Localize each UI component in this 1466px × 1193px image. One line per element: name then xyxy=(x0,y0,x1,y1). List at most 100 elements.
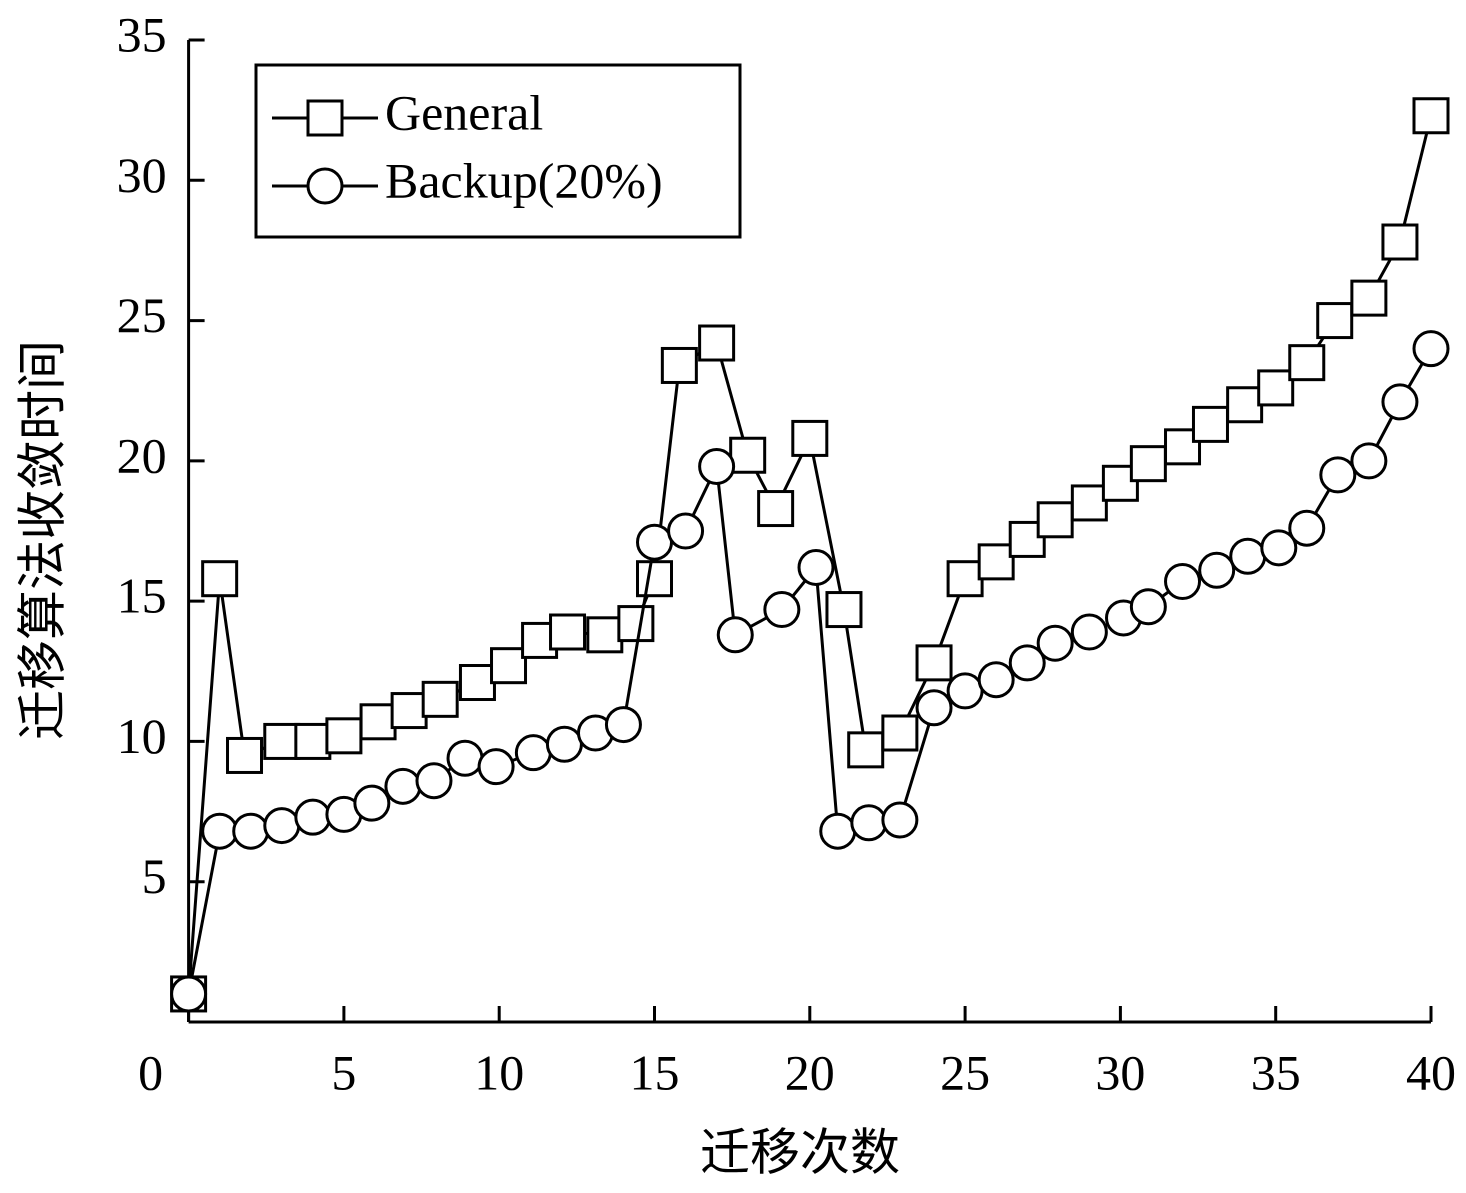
marker xyxy=(294,798,332,836)
marker xyxy=(514,734,552,772)
legend-label: General xyxy=(385,84,543,140)
marker xyxy=(1260,529,1298,567)
marker xyxy=(1164,428,1202,466)
marker xyxy=(946,672,984,710)
marker xyxy=(791,419,829,457)
marker xyxy=(698,324,736,362)
y-tick-label: 20 xyxy=(117,427,167,483)
x-tick-label: 35 xyxy=(1251,1044,1301,1100)
marker xyxy=(586,616,624,654)
marker xyxy=(819,812,857,850)
marker xyxy=(698,447,736,485)
marker xyxy=(847,731,885,769)
marker xyxy=(797,548,835,586)
marker xyxy=(850,804,888,842)
marker xyxy=(1129,445,1167,483)
y-tick-label: 5 xyxy=(142,848,167,904)
marker xyxy=(729,436,767,474)
marker xyxy=(660,346,698,384)
x-tick-label: 30 xyxy=(1095,1044,1145,1100)
marker xyxy=(1070,484,1108,522)
marker xyxy=(201,812,239,850)
x-tick-label: 15 xyxy=(630,1044,680,1100)
marker xyxy=(1101,464,1139,502)
marker xyxy=(1381,383,1419,421)
marker xyxy=(226,736,264,774)
marker xyxy=(667,512,705,550)
x-tick-label: 0 xyxy=(138,1044,163,1100)
marker xyxy=(881,801,919,839)
marker xyxy=(384,767,422,805)
marker xyxy=(353,784,391,822)
marker xyxy=(636,523,673,561)
marker xyxy=(390,692,428,730)
marker xyxy=(446,739,484,777)
marker xyxy=(1229,537,1267,575)
legend-marker xyxy=(306,167,344,205)
marker xyxy=(263,807,301,845)
marker xyxy=(294,722,332,760)
marker xyxy=(1412,330,1450,368)
marker xyxy=(325,717,363,755)
marker xyxy=(881,714,919,752)
marker xyxy=(549,613,587,651)
marker xyxy=(458,664,496,702)
marker xyxy=(477,748,515,786)
marker xyxy=(757,490,795,528)
x-tick-label: 25 xyxy=(940,1044,990,1100)
marker xyxy=(1350,279,1388,317)
marker xyxy=(1036,501,1074,539)
legend-box xyxy=(254,63,742,239)
marker xyxy=(263,722,301,760)
marker xyxy=(232,812,270,850)
y-tick-label: 10 xyxy=(117,708,167,764)
marker xyxy=(636,560,673,598)
marker xyxy=(201,560,239,598)
marker xyxy=(415,762,453,800)
marker xyxy=(1316,302,1354,340)
marker xyxy=(825,591,863,629)
marker xyxy=(915,644,953,682)
marker xyxy=(1350,442,1388,480)
marker xyxy=(1226,386,1264,424)
marker xyxy=(617,605,655,643)
marker xyxy=(716,616,754,654)
marker xyxy=(1319,456,1357,494)
x-tick-label: 20 xyxy=(785,1044,835,1100)
marker xyxy=(1381,223,1419,261)
marker xyxy=(1412,97,1450,135)
x-axis-label: 迁移次数 xyxy=(700,1124,900,1180)
legend-label: Backup(20%) xyxy=(385,152,663,208)
marker xyxy=(915,689,953,727)
y-tick-label: 35 xyxy=(117,6,167,62)
marker xyxy=(359,703,397,741)
x-tick-label: 40 xyxy=(1406,1044,1456,1100)
marker xyxy=(1288,509,1326,547)
marker xyxy=(763,591,801,629)
marker xyxy=(977,543,1015,581)
marker xyxy=(977,661,1015,699)
y-tick-label: 15 xyxy=(117,568,167,624)
marker xyxy=(604,706,642,744)
y-tick-label: 30 xyxy=(117,147,167,203)
marker xyxy=(1070,613,1108,651)
marker xyxy=(1129,588,1167,626)
marker xyxy=(1008,644,1046,682)
marker xyxy=(421,680,459,718)
marker xyxy=(1288,344,1326,382)
marker xyxy=(946,560,984,598)
marker xyxy=(545,725,583,763)
marker xyxy=(490,647,528,685)
marker xyxy=(1036,624,1074,662)
x-tick-label: 10 xyxy=(474,1044,524,1100)
marker xyxy=(1257,369,1295,407)
y-tick-label: 25 xyxy=(117,287,167,343)
marker xyxy=(170,975,208,1013)
marker xyxy=(1164,563,1202,601)
legend-marker xyxy=(306,99,344,137)
y-axis-label: 迁移算法收敛时间 xyxy=(14,340,70,740)
marker xyxy=(1191,405,1229,443)
marker xyxy=(1198,551,1236,589)
x-tick-label: 5 xyxy=(331,1044,356,1100)
